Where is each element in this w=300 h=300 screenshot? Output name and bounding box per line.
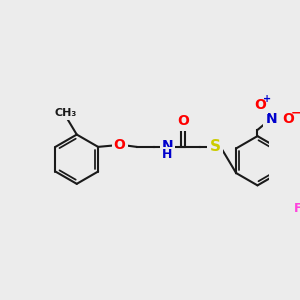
- Text: O: O: [114, 138, 126, 152]
- Text: N: N: [266, 112, 277, 126]
- Text: N: N: [162, 139, 173, 153]
- Text: S: S: [210, 140, 220, 154]
- Text: O: O: [177, 115, 189, 128]
- Text: F: F: [294, 202, 300, 215]
- Text: O: O: [282, 112, 294, 126]
- Text: −: −: [291, 106, 300, 119]
- Text: O: O: [254, 98, 266, 112]
- Text: CH₃: CH₃: [55, 108, 77, 118]
- Text: H: H: [162, 148, 172, 161]
- Text: +: +: [263, 94, 271, 104]
